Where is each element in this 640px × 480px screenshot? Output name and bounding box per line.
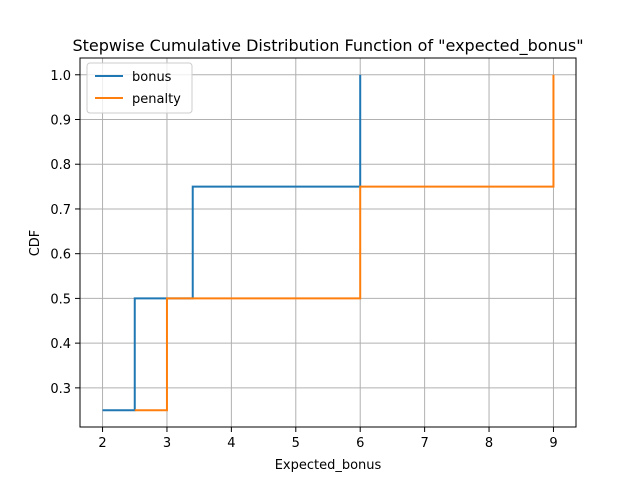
plot-frame	[79, 57, 577, 428]
y-tick-label: 1.0	[50, 69, 71, 84]
chart-title: Stepwise Cumulative Distribution Functio…	[72, 36, 583, 56]
y-tick-label: 0.3	[50, 382, 71, 397]
x-tick-label: 5	[292, 436, 300, 451]
y-axis-ticks: 0.3 0.4 0.5 0.6 0.7 0.8 0.9 1.0	[50, 69, 80, 397]
x-tick-label: 2	[98, 436, 106, 451]
y-tick-label: 0.7	[50, 203, 71, 218]
x-tick-label: 4	[227, 436, 235, 451]
y-tick-label: 0.6	[50, 248, 71, 263]
legend-label-penalty: penalty	[132, 92, 181, 107]
y-axis-label: CDF	[28, 230, 43, 257]
x-axis-label: Expected_bonus	[275, 458, 382, 473]
y-tick-label: 0.4	[50, 337, 71, 352]
x-tick-label: 6	[356, 436, 364, 451]
y-tick-label: 0.8	[50, 158, 71, 173]
x-tick-label: 3	[163, 436, 171, 451]
x-tick-label: 9	[549, 436, 557, 451]
legend-label-bonus: bonus	[132, 70, 172, 85]
legend: bonus penalty	[86, 62, 193, 114]
x-tick-label: 7	[420, 436, 428, 451]
y-tick-label: 0.9	[50, 114, 71, 129]
x-tick-label: 8	[485, 436, 493, 451]
series-line-penalty	[134, 74, 555, 412]
y-tick-label: 0.5	[50, 292, 71, 307]
series-lines	[102, 74, 555, 412]
x-axis-ticks: 2 3 4 5 6 7 8 9	[98, 427, 558, 451]
